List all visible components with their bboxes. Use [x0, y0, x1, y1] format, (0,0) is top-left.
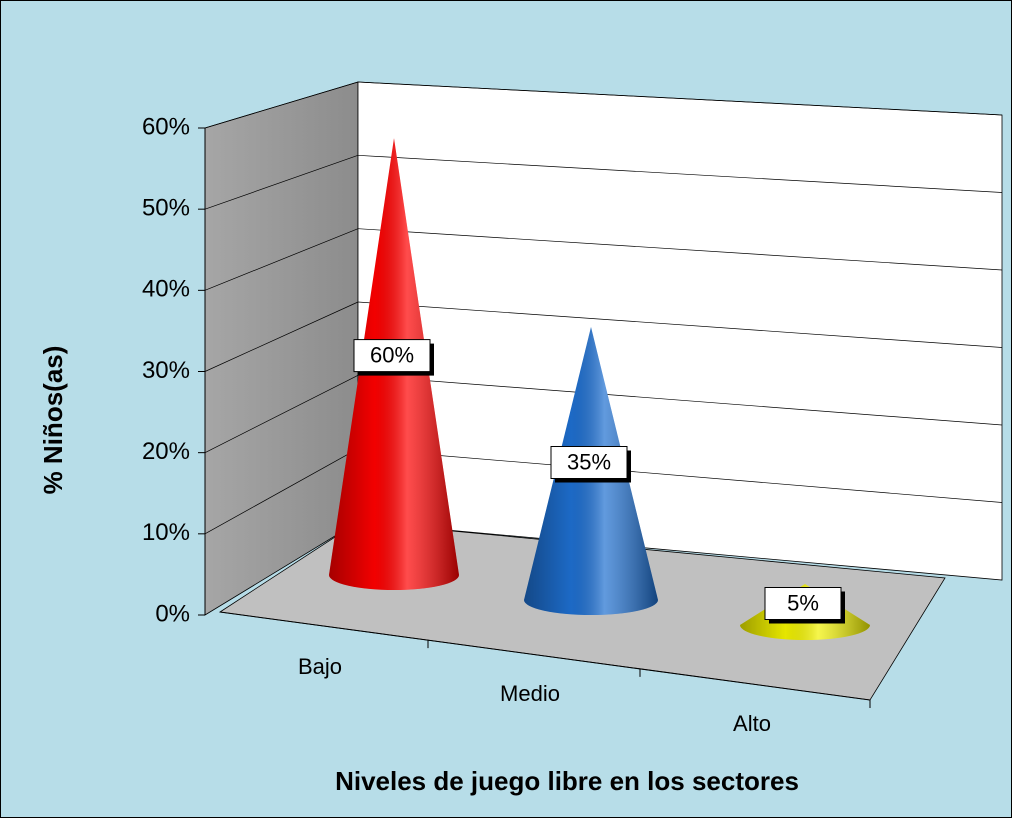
grid-line [357, 154, 1003, 193]
y-tick-label: 20% [142, 438, 190, 465]
y-tick-label: 10% [142, 519, 190, 546]
x-axis [219, 611, 871, 701]
y-tick-label: 60% [142, 113, 190, 140]
grid-line [204, 81, 359, 129]
grid-line [357, 448, 1003, 503]
y-axis-title: % Niños(as) [38, 346, 68, 495]
x-axis-title: Niveles de juego libre en los sectores [335, 766, 799, 796]
grid-line [204, 228, 359, 291]
data-label: 60% [370, 342, 414, 367]
grid-line [204, 301, 359, 372]
y-tick-label: 40% [142, 276, 190, 303]
label-box [353, 339, 431, 373]
grid-line [357, 228, 1003, 271]
x-tick-label: Bajo [298, 654, 342, 679]
y-tick-label: 0% [155, 600, 190, 627]
x-tick-label: Medio [500, 681, 560, 706]
grid-line [204, 448, 359, 535]
x-tick-label: Alto [733, 711, 771, 736]
y-tick-label: 50% [142, 195, 190, 222]
grid-line [204, 155, 359, 210]
grid-line [204, 375, 359, 453]
data-label: 35% [567, 449, 611, 474]
grid-line [357, 301, 1003, 348]
back-wall [357, 81, 1003, 581]
grid-line [357, 374, 1003, 426]
y-tick-label: 30% [142, 357, 190, 384]
data-label: 5% [787, 590, 819, 615]
grid-line [357, 81, 1003, 116]
label-box [764, 587, 842, 620]
label-box [550, 446, 628, 479]
